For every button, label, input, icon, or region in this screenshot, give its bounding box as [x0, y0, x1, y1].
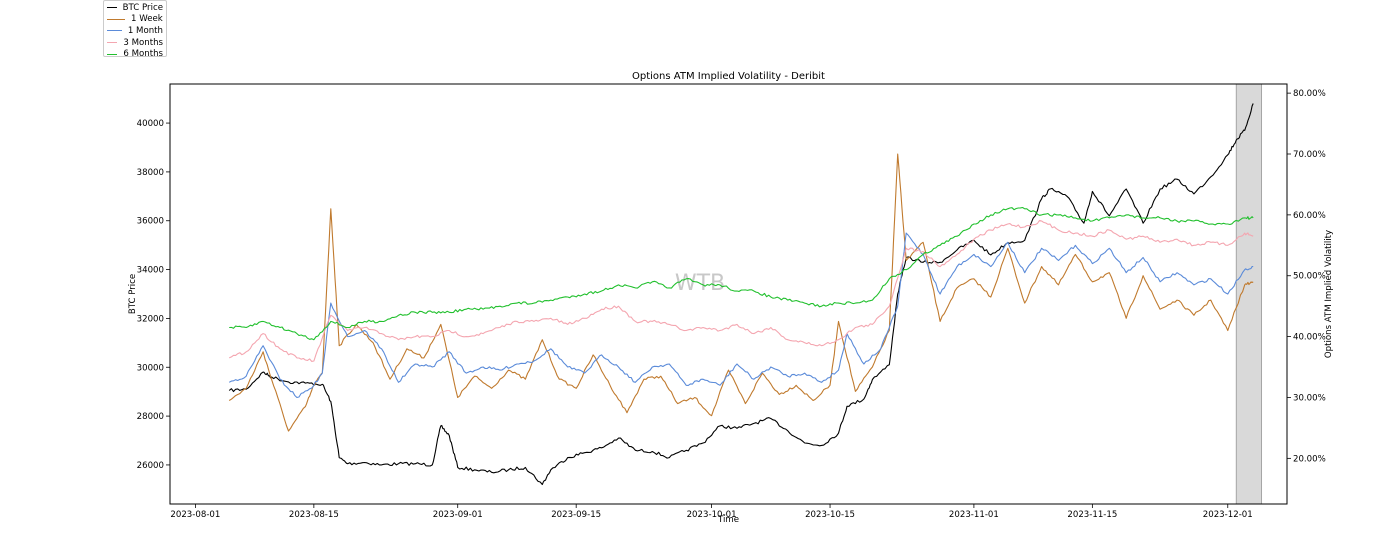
x-tick-label: 2023-09-15	[551, 510, 601, 520]
legend-label: 6 Months	[123, 49, 163, 60]
legend-item-3-months: 3 Months	[107, 37, 163, 49]
plot-area	[170, 84, 1287, 504]
series-line-1-month	[228, 232, 1254, 399]
y-axis-right: 20.00% 30.00% 40.00% 50.00% 60.00% 70.00% 80.0…	[1287, 89, 1326, 464]
y-right-tick-label: 20.00%	[1293, 454, 1326, 464]
legend-item-1-month: 1 Month	[107, 25, 163, 37]
series-line-3-months	[228, 219, 1254, 362]
series-line-btc-price	[228, 103, 1254, 486]
x-axis-label: Time	[717, 515, 739, 525]
y-axis-left-label: BTC Price	[128, 274, 138, 314]
legend-item-6-months: 6 Months	[107, 48, 163, 60]
series-line-6-months	[229, 206, 1254, 341]
legend-swatch	[107, 42, 118, 44]
y-left-tick-label: 30000	[137, 363, 164, 373]
legend: BTC Price 1 Week 1 Month 3 Months 6 Months	[103, 0, 167, 60]
legend-label: 1 Month	[127, 25, 163, 36]
y-left-tick-label: 28000	[137, 412, 164, 422]
y-left-tick-label: 38000	[137, 168, 164, 178]
x-tick-label: 2023-08-01	[170, 510, 220, 520]
x-tick-label: 2023-08-15	[289, 510, 339, 520]
y-left-tick-label: 36000	[137, 217, 164, 227]
y-left-tick-label: 26000	[137, 461, 164, 471]
legend-swatch	[107, 18, 125, 20]
legend-label: 1 Week	[131, 14, 163, 25]
x-tick-label: 2023-12-01	[1203, 510, 1253, 520]
x-tick-label: 2023-10-15	[805, 510, 855, 520]
legend-swatch	[107, 7, 117, 9]
shaded-region	[1235, 83, 1263, 505]
series-layer	[228, 103, 1254, 486]
y-right-tick-label: 80.00%	[1293, 89, 1326, 99]
legend-swatch	[107, 53, 118, 55]
x-tick-label: 2023-09-01	[433, 510, 483, 520]
x-axis: 2023-08-01 2023-08-15 2023-09-01 2023-09-15…	[170, 504, 1253, 520]
legend-label: 3 Months	[123, 37, 163, 48]
y-right-tick-label: 30.00%	[1293, 393, 1326, 403]
legend-label: BTC Price	[122, 2, 163, 13]
legend-item-1-week: 1 Week	[107, 14, 163, 26]
plot-frame	[169, 83, 1288, 505]
x-tick-label: 2023-10-01	[687, 510, 737, 520]
shaded-region-layer	[1235, 83, 1263, 505]
y-left-tick-label: 34000	[137, 266, 164, 276]
y-right-tick-label: 70.00%	[1293, 150, 1326, 160]
y-left-tick-label: 32000	[137, 314, 164, 324]
y-axis-right-label: Options ATM Implied Volatility	[1324, 230, 1334, 358]
legend-swatch	[107, 30, 122, 32]
y-left-tick-label: 40000	[137, 119, 164, 129]
series-line-1-week	[228, 153, 1254, 432]
x-tick-label: 2023-11-01	[949, 510, 999, 520]
y-right-tick-label: 60.00%	[1293, 211, 1326, 221]
chart-title: Options ATM Implied Volatility - Deribit	[632, 71, 825, 82]
y-right-tick-label: 40.00%	[1293, 333, 1326, 343]
y-axis-left: 26000 28000 30000 32000 34000 36000 38000 40000	[137, 119, 170, 471]
x-tick-label: 2023-11-15	[1067, 510, 1117, 520]
y-right-tick-label: 50.00%	[1293, 272, 1326, 282]
legend-item-btc-price: BTC Price	[107, 2, 163, 14]
